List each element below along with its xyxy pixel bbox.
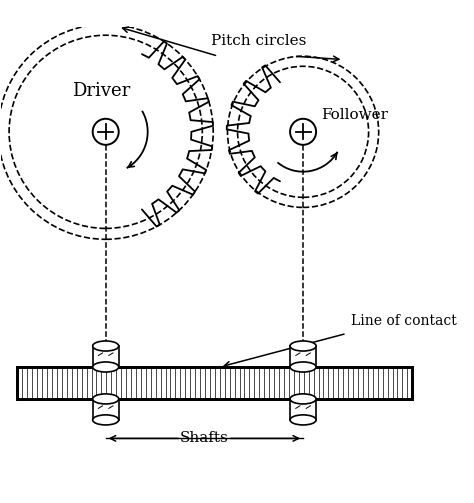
Text: Follower: Follower (321, 108, 389, 122)
Text: Shafts: Shafts (180, 432, 229, 445)
Ellipse shape (93, 362, 118, 372)
Bar (18, 367, 412, 399)
Text: Driver: Driver (73, 82, 131, 101)
Ellipse shape (93, 394, 118, 404)
Bar (18, 367, 412, 399)
Text: Line of contact: Line of contact (351, 314, 457, 328)
Bar (93, 399, 118, 420)
Ellipse shape (93, 341, 118, 351)
Ellipse shape (290, 394, 316, 404)
Bar (93, 346, 118, 367)
Bar (290, 346, 316, 367)
Ellipse shape (290, 415, 316, 425)
Ellipse shape (290, 341, 316, 351)
Bar (290, 399, 316, 420)
Ellipse shape (290, 362, 316, 372)
Ellipse shape (93, 415, 118, 425)
Text: Pitch circles: Pitch circles (211, 34, 306, 48)
